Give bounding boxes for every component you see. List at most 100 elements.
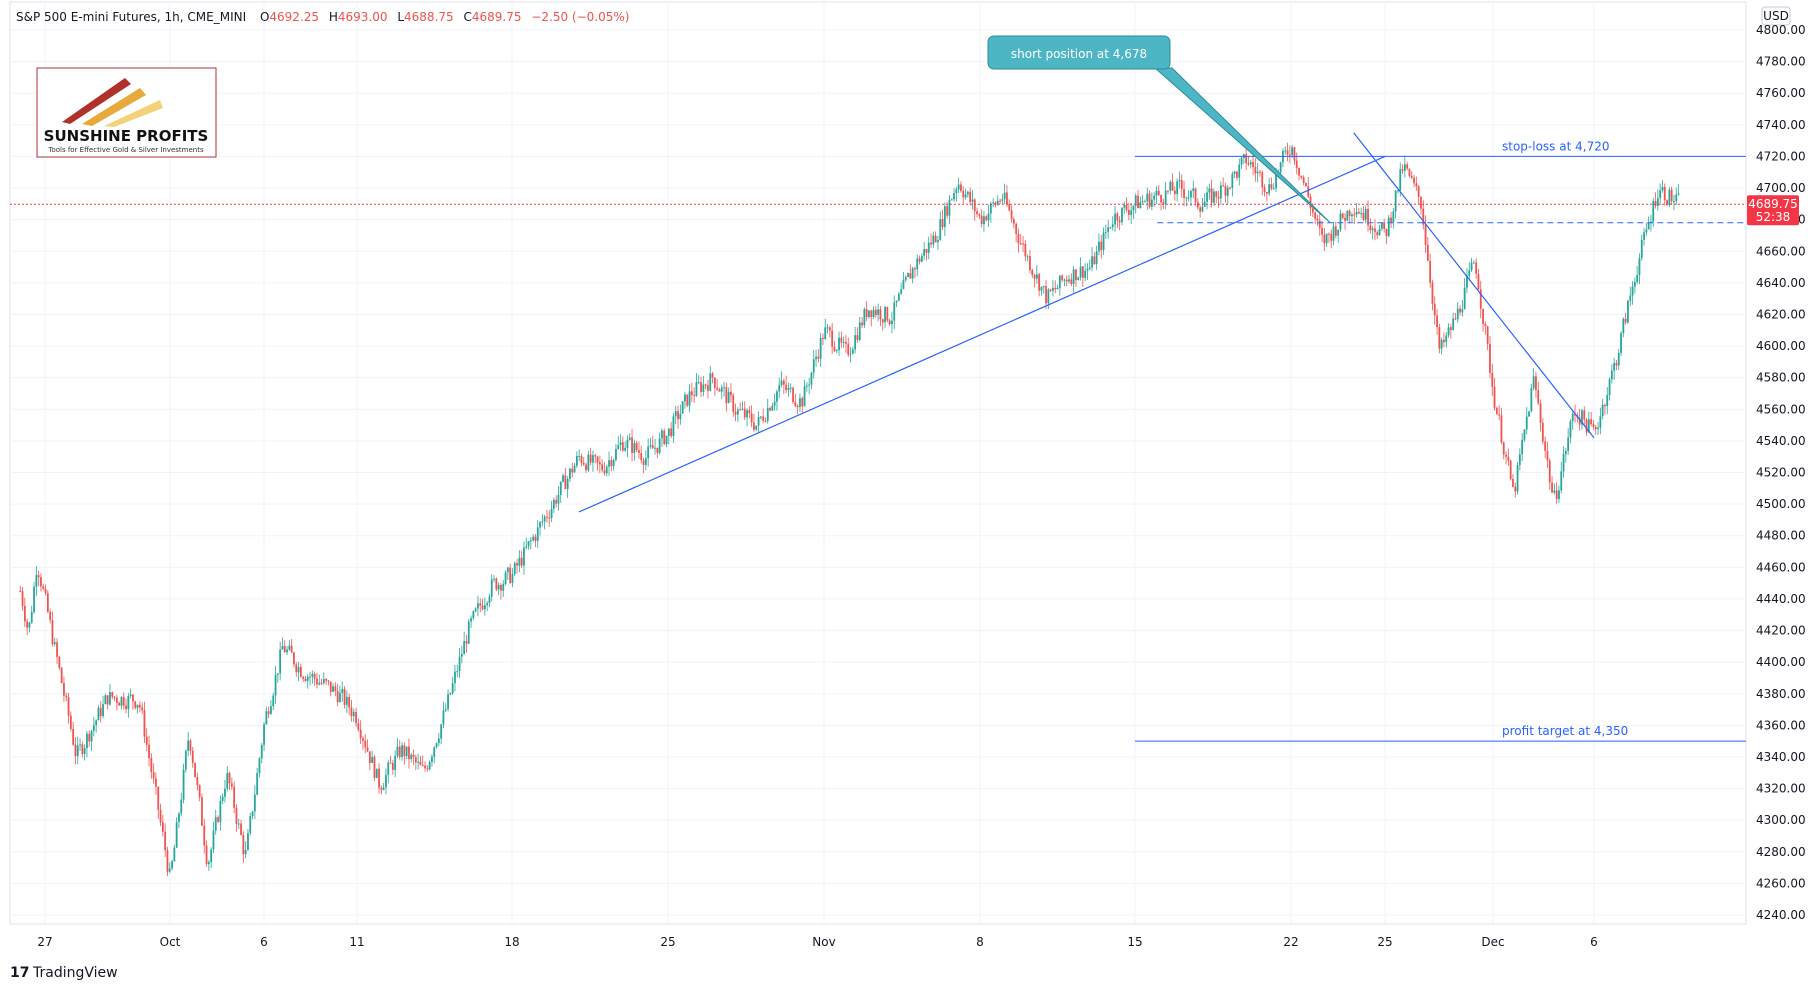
candle-body[interactable] [329, 681, 332, 692]
candle-body[interactable] [1116, 213, 1119, 221]
candle-body[interactable] [437, 738, 440, 744]
candle-body[interactable] [801, 398, 804, 407]
candle-body[interactable] [1236, 171, 1238, 178]
candle-body[interactable] [424, 765, 426, 769]
candle-body[interactable] [417, 761, 420, 763]
candle-body[interactable] [785, 384, 788, 391]
candle-body[interactable] [1316, 218, 1319, 221]
candle-body[interactable] [506, 567, 509, 573]
candle-body[interactable] [930, 242, 932, 245]
candle-body[interactable] [405, 746, 408, 757]
candle-body[interactable] [1291, 147, 1294, 155]
candle-body[interactable] [1608, 379, 1611, 396]
candle-body[interactable] [1015, 223, 1018, 234]
candle-body[interactable] [345, 696, 348, 705]
candle-body[interactable] [1210, 188, 1213, 203]
candle-body[interactable] [237, 823, 240, 825]
candle-body[interactable] [1380, 222, 1383, 229]
candle-body[interactable] [732, 395, 735, 412]
candle-body[interactable] [283, 646, 286, 653]
short-position-callout[interactable]: short position at 4,678 [987, 35, 1331, 224]
candle-body[interactable] [1383, 222, 1386, 229]
candle-body[interactable] [1673, 200, 1675, 202]
candle-body[interactable] [1562, 453, 1565, 472]
candle-body[interactable] [1461, 309, 1464, 313]
candle-body[interactable] [472, 611, 475, 619]
candle-body[interactable] [1493, 386, 1496, 408]
candle-body[interactable] [1141, 201, 1144, 203]
candle-body[interactable] [1613, 363, 1616, 371]
candle-body[interactable] [1123, 204, 1126, 208]
candle-body[interactable] [766, 408, 769, 421]
candle-body[interactable] [548, 517, 551, 519]
candle-body[interactable] [244, 849, 247, 855]
candle-body[interactable] [1617, 352, 1620, 366]
candle-body[interactable] [700, 382, 702, 392]
candle-body[interactable] [1429, 260, 1432, 283]
candle-body[interactable] [1224, 185, 1227, 196]
candle-body[interactable] [750, 413, 753, 423]
candle-body[interactable] [1590, 419, 1593, 425]
candle-body[interactable] [26, 621, 29, 628]
candle-body[interactable] [210, 849, 213, 863]
candle-body[interactable] [1213, 191, 1215, 203]
candle-body[interactable] [145, 736, 148, 745]
candle-body[interactable] [1146, 193, 1149, 202]
candle-body[interactable] [736, 409, 739, 415]
candle-body[interactable] [1001, 199, 1004, 201]
candle-body[interactable] [150, 758, 153, 773]
candle-body[interactable] [99, 707, 102, 717]
candle-body[interactable] [1199, 207, 1202, 212]
candle-body[interactable] [1049, 289, 1052, 291]
candle-body[interactable] [727, 391, 730, 404]
candle-body[interactable] [693, 395, 696, 397]
candle-body[interactable] [923, 248, 926, 256]
candle-body[interactable] [1127, 210, 1130, 215]
candle-body[interactable] [679, 413, 682, 420]
candle-body[interactable] [1592, 424, 1595, 427]
candle-body[interactable] [1167, 190, 1169, 192]
candle-body[interactable] [1390, 217, 1392, 223]
candle-body[interactable] [571, 468, 574, 473]
candle-body[interactable] [799, 398, 801, 407]
candle-body[interactable] [1420, 196, 1422, 209]
candle-body[interactable] [1431, 282, 1434, 304]
candle-body[interactable] [663, 430, 666, 445]
candle-body[interactable] [550, 508, 553, 518]
candle-body[interactable] [111, 692, 114, 697]
candle-body[interactable] [909, 273, 912, 279]
candle-body[interactable] [1477, 273, 1480, 290]
candle-body[interactable] [1054, 287, 1057, 290]
candle-body[interactable] [1491, 373, 1494, 387]
candle-body[interactable] [479, 603, 482, 606]
candle-body[interactable] [943, 206, 946, 227]
candle-body[interactable] [973, 199, 976, 212]
candle-body[interactable] [1268, 184, 1271, 194]
candle-body[interactable] [1063, 279, 1066, 281]
candle-body[interactable] [826, 327, 829, 329]
candle-body[interactable] [343, 689, 346, 705]
candle-body[interactable] [88, 733, 91, 742]
candle-body[interactable] [1514, 486, 1517, 492]
candle-body[interactable] [976, 211, 978, 215]
candle-body[interactable] [67, 697, 70, 716]
candle-body[interactable] [86, 733, 88, 749]
candle-body[interactable] [573, 465, 576, 473]
candle-body[interactable] [201, 797, 203, 826]
candle-body[interactable] [1100, 241, 1103, 250]
candle-body[interactable] [753, 422, 755, 430]
candle-body[interactable] [152, 772, 155, 779]
candle-body[interactable] [1226, 187, 1229, 196]
candle-body[interactable] [138, 704, 141, 708]
candle-body[interactable] [230, 783, 233, 787]
candle-body[interactable] [1288, 154, 1291, 156]
candle-body[interactable] [702, 384, 705, 392]
candle-body[interactable] [456, 671, 459, 673]
candle-body[interactable] [276, 673, 279, 675]
candle-body[interactable] [914, 268, 916, 270]
candle-body[interactable] [796, 406, 799, 408]
candle-body[interactable] [789, 387, 792, 389]
candle-body[interactable] [81, 744, 84, 755]
candle-body[interactable] [488, 596, 491, 604]
candle-body[interactable] [1217, 196, 1220, 199]
